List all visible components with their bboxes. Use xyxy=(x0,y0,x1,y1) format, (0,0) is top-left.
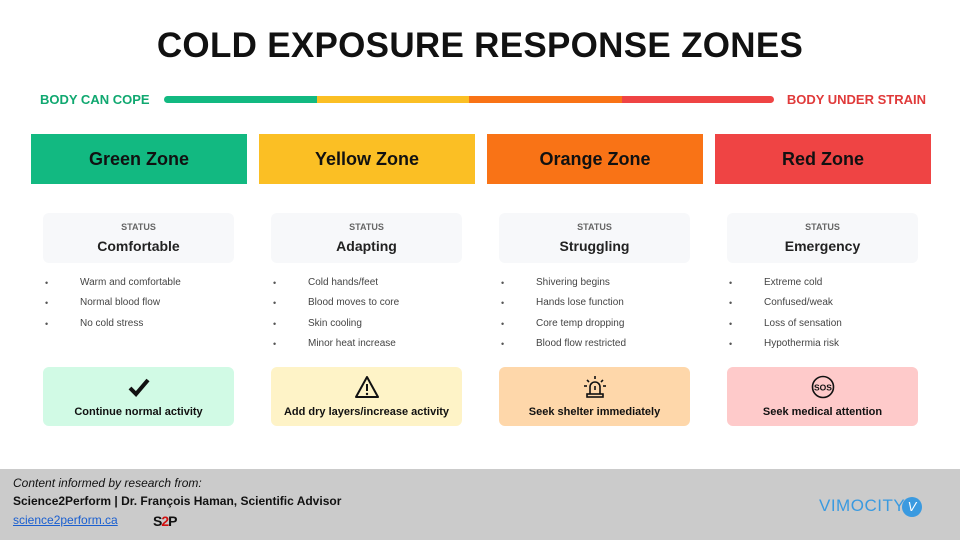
gradient-segment xyxy=(316,96,469,103)
status-card: STATUS Struggling xyxy=(499,213,690,263)
vimocity-logo: VIMOCITY V xyxy=(819,496,923,517)
action-text: Seek shelter immediately xyxy=(528,406,661,418)
symptom-text: Warm and comfortable xyxy=(80,277,181,288)
symptom-item: • Blood moves to core xyxy=(271,297,471,317)
bullet-icon: • xyxy=(501,298,505,309)
bullet-icon: • xyxy=(501,338,505,349)
sos-icon: SOS xyxy=(727,375,918,399)
bullet-icon: • xyxy=(273,318,277,329)
bullet-icon: • xyxy=(501,318,505,329)
status-label: STATUS xyxy=(805,222,840,232)
symptom-text: No cold stress xyxy=(80,317,144,329)
symptom-list: • Warm and comfortable • Normal blood flow •… xyxy=(43,277,243,338)
symptom-text: Loss of sensation xyxy=(764,317,842,329)
symptom-item: • Confused/weak xyxy=(727,297,927,317)
gradient-segment xyxy=(621,96,774,103)
zone-column-orange: Orange Zone STATUS Struggling • Shivering… xyxy=(487,134,703,484)
footer: Content informed by research from: Scien… xyxy=(0,469,960,540)
status-label: STATUS xyxy=(577,222,612,232)
bullet-icon: • xyxy=(45,298,49,309)
footer-credit: Science2Perform | Dr. François Haman, Sc… xyxy=(13,494,342,508)
status-card: STATUS Adapting xyxy=(271,213,462,263)
zone-header: Red Zone xyxy=(715,134,931,184)
warning-icon xyxy=(271,375,462,399)
zone-column-red: Red Zone STATUS Emergency • Extreme cold •… xyxy=(715,134,931,484)
symptom-text: Minor heat increase xyxy=(308,337,396,349)
status-value: Comfortable xyxy=(97,238,180,254)
symptom-item: • Cold hands/feet xyxy=(271,277,471,297)
bullet-icon: • xyxy=(273,298,277,309)
gradient-segment xyxy=(164,96,317,103)
status-card: STATUS Comfortable xyxy=(43,213,234,263)
symptom-item: • Core temp dropping xyxy=(499,318,699,338)
symptom-item: • Shivering begins xyxy=(499,277,699,297)
zone-column-green: Green Zone STATUS Comfortable • Warm and … xyxy=(31,134,247,484)
svg-text:SOS: SOS xyxy=(814,383,832,393)
page-title: COLD EXPOSURE RESPONSE ZONES xyxy=(156,26,804,65)
status-card: STATUS Emergency xyxy=(727,213,918,263)
symptom-text: Cold hands/feet xyxy=(308,277,379,288)
science2perform-link[interactable]: science2perform.ca xyxy=(13,513,118,527)
symptom-item: • Blood flow restricted xyxy=(499,338,699,358)
symptom-text: Shivering begins xyxy=(536,277,610,288)
zone-header: Orange Zone xyxy=(487,134,703,184)
symptom-text: Skin cooling xyxy=(308,317,362,329)
zone-header: Yellow Zone xyxy=(259,134,475,184)
zone-header: Green Zone xyxy=(31,134,247,184)
zone-column-yellow: Yellow Zone STATUS Adapting • Cold hands/… xyxy=(259,134,475,484)
check-icon xyxy=(43,375,234,399)
action-card: Seek shelter immediately xyxy=(499,367,690,426)
symptom-item: • Loss of sensation xyxy=(727,318,927,338)
bullet-icon: • xyxy=(273,338,277,349)
gradient-segment xyxy=(469,96,622,103)
status-value: Emergency xyxy=(784,238,861,254)
s2p-logo: S2P xyxy=(153,513,178,529)
status-label: STATUS xyxy=(349,222,384,232)
status-value: Adapting xyxy=(336,238,397,254)
bullet-icon: • xyxy=(273,278,277,288)
action-text: Add dry layers/increase activity xyxy=(283,406,450,418)
bullet-icon: • xyxy=(729,338,733,349)
scale-right-label: BODY UNDER STRAIN xyxy=(786,92,926,107)
footer-intro: Content informed by research from: xyxy=(13,476,202,490)
action-card: Continue normal activity xyxy=(43,367,234,426)
status-value: Struggling xyxy=(559,238,630,254)
symptom-item: • Hypothermia risk xyxy=(727,338,927,358)
symptom-item: • Minor heat increase xyxy=(271,338,471,358)
symptom-list: • Cold hands/feet • Blood moves to core • Ski… xyxy=(271,277,471,358)
bullet-icon: • xyxy=(729,278,733,288)
symptom-item: • Warm and comfortable xyxy=(43,277,243,297)
status-label: STATUS xyxy=(121,222,156,232)
symptom-text: Core temp dropping xyxy=(536,317,625,329)
action-card: Add dry layers/increase activity xyxy=(271,367,462,426)
symptom-text: Normal blood flow xyxy=(80,297,161,309)
symptom-text: Confused/weak xyxy=(764,297,833,309)
scale-left-label: BODY CAN COPE xyxy=(40,92,150,107)
symptom-list: • Extreme cold • Confused/weak • Loss of sens… xyxy=(727,277,927,358)
symptom-text: Blood flow restricted xyxy=(536,337,627,349)
action-card: SOS Seek medical attention xyxy=(727,367,918,426)
symptom-text: Blood moves to core xyxy=(308,297,400,309)
bullet-icon: • xyxy=(729,318,733,329)
bullet-icon: • xyxy=(501,278,505,288)
symptom-list: • Shivering begins • Hands lose function • Co… xyxy=(499,277,699,358)
symptom-item: • Hands lose function xyxy=(499,297,699,317)
alarm-siren-icon xyxy=(499,375,690,399)
symptom-item: • Normal blood flow xyxy=(43,297,243,317)
symptom-text: Hands lose function xyxy=(536,297,624,309)
severity-gradient-bar xyxy=(164,96,774,103)
action-text: Continue normal activity xyxy=(74,406,203,418)
symptom-text: Hypothermia risk xyxy=(764,337,840,349)
bullet-icon: • xyxy=(729,298,733,309)
symptom-text: Extreme cold xyxy=(764,277,823,288)
symptom-item: • Skin cooling xyxy=(271,318,471,338)
bullet-icon: • xyxy=(45,278,49,288)
symptom-item: • No cold stress xyxy=(43,318,243,338)
action-text: Seek medical attention xyxy=(762,406,883,418)
symptom-item: • Extreme cold xyxy=(727,277,927,297)
bullet-icon: • xyxy=(45,318,49,329)
